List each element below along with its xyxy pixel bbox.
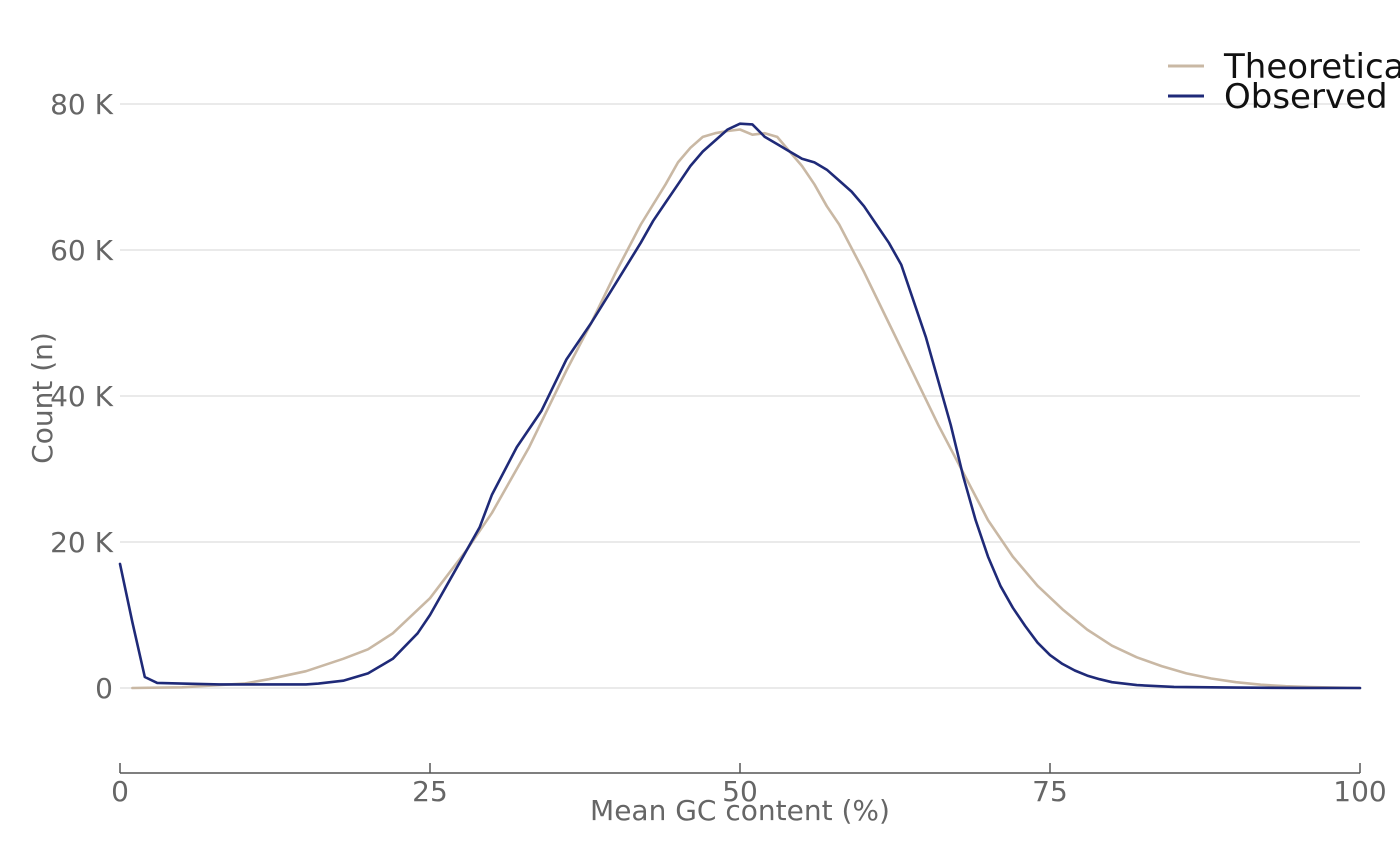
x-tick-label: 75 (1032, 775, 1068, 808)
y-tick-label: 60 K (50, 234, 114, 267)
legend-label: Theoretical (1223, 47, 1400, 87)
x-axis-title: Mean GC content (%) (590, 794, 890, 827)
y-tick-label: 0 (95, 672, 113, 705)
legend-label: Observed (1224, 77, 1388, 117)
x-tick-label: 100 (1333, 775, 1386, 808)
x-tick-label: 0 (111, 775, 129, 808)
y-tick-label: 80 K (50, 88, 114, 121)
axis-title-layer: Mean GC content (%) Count (n) (26, 332, 890, 827)
axis-layer (119, 763, 1361, 774)
y-tick-label: 20 K (50, 526, 114, 559)
theoretical-series-line (131, 128, 1362, 690)
observed-series-line (118, 122, 1362, 690)
x-tick-label: 25 (412, 775, 448, 808)
y-axis-title: Count (n) (26, 332, 59, 464)
tick-label-layer: 0 20 K 40 K 60 K 80 K 0 25 50 75 100 (50, 88, 1387, 808)
series-layer (118, 122, 1362, 690)
y-tick-label: 40 K (50, 380, 114, 413)
grid-layer (120, 103, 1360, 689)
x-tick-label: 50 (722, 775, 758, 808)
